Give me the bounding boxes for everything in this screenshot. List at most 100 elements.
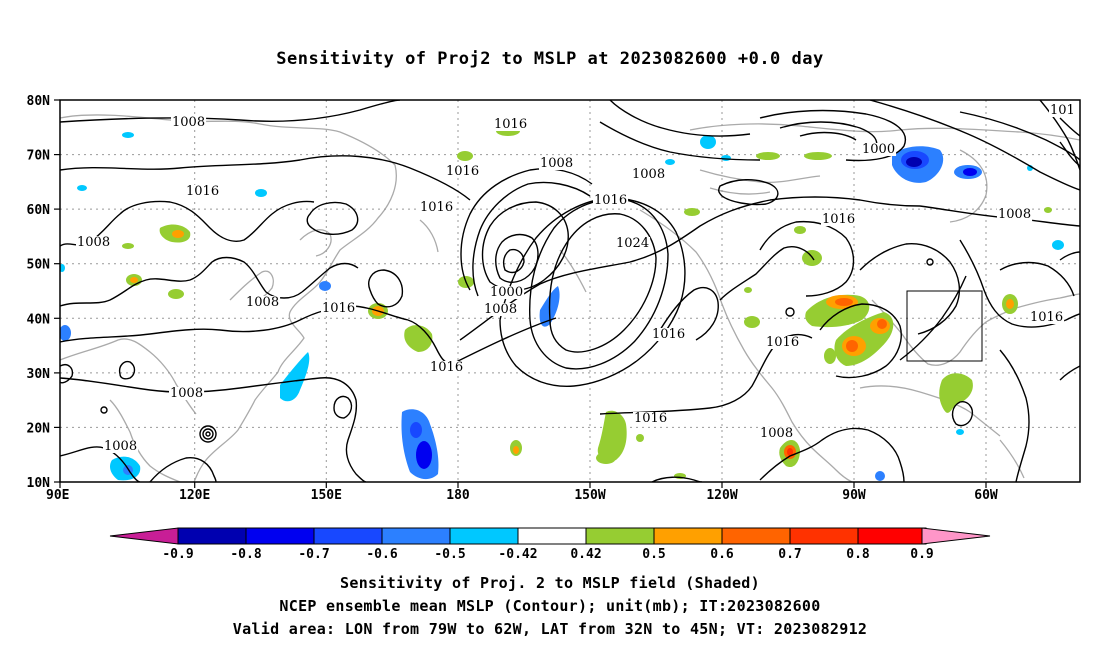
pos-shade: [168, 289, 184, 299]
contour-label: 1008: [170, 386, 203, 401]
contour-label-bg: [539, 157, 575, 170]
neg-shade: [60, 325, 71, 341]
contour-label-bg: [103, 440, 139, 453]
pos-shade-core: [130, 277, 138, 283]
contour-label-bg: [861, 143, 897, 156]
contour-label-bg: [185, 185, 221, 198]
colorbar-label: -0.7: [298, 547, 329, 562]
contour-label: 1016: [1030, 310, 1063, 325]
graticule: [60, 100, 1080, 482]
colorbar-box: [721, 527, 791, 545]
contour-label: 1008: [632, 167, 665, 182]
colorbar-box: [857, 527, 927, 545]
lon-label: 60W: [974, 488, 998, 503]
lon-label: 120E: [179, 488, 210, 503]
contour-label-bg: [419, 201, 455, 214]
colorbar-box: [585, 527, 655, 545]
neg-shade-core: [416, 441, 432, 469]
contour-label: 1008: [104, 439, 137, 454]
lat-label: 20N: [27, 421, 51, 436]
caption-line-1: Sensitivity of Proj. 2 to MSLP field (Sh…: [340, 574, 760, 592]
caption-line-2: NCEP ensemble mean MSLP (Contour); unit(…: [279, 597, 821, 615]
neg-shade: [255, 189, 267, 197]
lon-label: 150W: [574, 488, 605, 503]
contour-label: 1016: [322, 301, 355, 316]
contour-label-bg: [759, 427, 795, 440]
contour-label-bg: [651, 328, 687, 341]
neg-shade-core: [906, 157, 922, 167]
neg-shade: [665, 159, 675, 165]
colorbar-box: [381, 527, 451, 545]
map-frame: [59, 99, 1081, 483]
contour-label: 1008: [172, 115, 205, 130]
contour-label-bg: [321, 302, 357, 315]
lon-label: 120W: [706, 488, 737, 503]
pos-shade-core: [172, 230, 184, 238]
colorbar-box: [245, 527, 315, 545]
neg-shade: [1052, 240, 1064, 250]
contour-label: 1016: [594, 193, 627, 208]
colorbar-label: 0.7: [778, 547, 801, 562]
contour-label-bg: [1029, 311, 1065, 324]
pos-shade: [1044, 207, 1052, 213]
contour-label-bg: [445, 165, 481, 178]
contour-label-bg: [615, 237, 651, 250]
lat-label: 70N: [27, 149, 51, 164]
colorbar-label: -0.5: [434, 547, 465, 562]
contour-labels: 1008 1016 1008 1016 1008 1016 1000 1008 …: [76, 103, 1076, 454]
sensitivity-shading: [60, 126, 1064, 481]
contour-label: 1008: [760, 426, 793, 441]
pos-shade: [744, 316, 760, 328]
contour-label: 1016: [446, 164, 479, 179]
pos-shade-core: [1006, 299, 1014, 309]
colorbar-box: [789, 527, 859, 545]
pos-shade-core: [513, 446, 519, 454]
map-title: Sensitivity of Proj2 to MSLP at 20230826…: [276, 49, 824, 69]
pos-shade: [824, 348, 836, 364]
neg-shade: [721, 155, 731, 161]
neg-shade-nw: [122, 132, 134, 138]
neg-shade: [700, 135, 716, 149]
pos-shade: [457, 151, 473, 161]
neg-shade: [77, 185, 87, 191]
colorbar-label: 0.8: [846, 547, 870, 562]
pos-shade: [794, 226, 806, 234]
pos-shade-us-core: [835, 298, 853, 306]
neg-shade-core: [410, 422, 422, 438]
colorbar-label: 0.42: [570, 547, 601, 562]
latitude-labels: 80N 70N 60N 50N 40N 30N 20N 10N: [27, 94, 51, 491]
lon-label: 90E: [46, 488, 69, 503]
colorbar-label: -0.42: [498, 547, 537, 562]
pos-shade: [596, 452, 616, 464]
contour-label: 1008: [484, 302, 517, 317]
pos-shade: [804, 152, 832, 160]
contour-label: 1016: [430, 360, 463, 375]
neg-shade: [875, 471, 885, 481]
lon-label: 90W: [842, 488, 866, 503]
pos-shade: [122, 243, 134, 249]
contour-label-bg: [821, 213, 857, 226]
pos-shade-east-core: [877, 319, 887, 329]
pos-shade: [756, 152, 780, 160]
contour-label: 1016: [420, 200, 453, 215]
contour-label-bg: [429, 361, 465, 374]
contour-label: 1008: [77, 235, 110, 250]
lat-label: 50N: [27, 258, 51, 273]
contour-label: 1016: [494, 117, 527, 132]
contour-label-bg: [593, 194, 629, 207]
contour-label-bg: [493, 118, 529, 131]
contour-label: 1000: [490, 285, 523, 300]
pos-shade-subtropics: [597, 410, 627, 462]
neg-shade-pacific: [280, 352, 310, 402]
contour-label-bg: [997, 208, 1033, 221]
colorbar-label: -0.9: [162, 547, 193, 562]
mslp-contours: [60, 100, 1080, 482]
contour-label: 1024: [616, 236, 649, 251]
contour-label-bg: [171, 116, 207, 129]
pos-shade: [744, 287, 752, 293]
pos-shade: [684, 208, 700, 216]
lat-label: 10N: [27, 476, 51, 491]
contour-label-bg: [169, 387, 205, 400]
lon-label: 180: [446, 488, 470, 503]
